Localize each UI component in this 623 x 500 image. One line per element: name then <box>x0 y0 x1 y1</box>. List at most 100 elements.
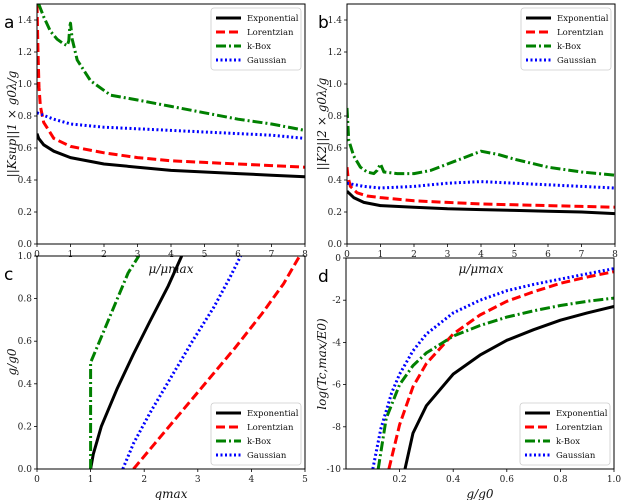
legend-box <box>210 402 302 466</box>
y-tick-label: -6 <box>332 381 341 391</box>
y-tick-label: 0.0 <box>328 240 343 250</box>
x-tick-label: 1.0 <box>607 475 622 485</box>
series-gaussian-line <box>121 256 243 469</box>
legend-label: Gaussian <box>557 56 597 66</box>
y-axis-label: ||K2||2 × g0λ/g <box>315 77 329 170</box>
legend-label: Lorentzian <box>247 28 294 38</box>
y-tick-label: 0.2 <box>18 208 32 218</box>
series-gaussian-line <box>347 180 615 190</box>
x-tick-label: 7 <box>269 250 275 260</box>
x-tick-label: 2 <box>411 250 417 260</box>
x-tick-label: 4 <box>249 475 255 485</box>
legend-label: k-Box <box>247 42 271 52</box>
series-lorentzian-line <box>387 270 614 469</box>
y-tick-label: 0.8 <box>328 112 343 122</box>
y-tick-label: 0.4 <box>18 380 33 390</box>
x-tick-label: 1 <box>68 250 74 260</box>
y-tick-label: 1.0 <box>18 252 33 262</box>
legend-label: Lorentzian <box>556 423 603 433</box>
series-lorentzian-line <box>347 167 615 209</box>
panel-b: 0 1 2 3 4 5 6 7 8 0.0 0.2 0.4 0.6 0.8 1.0 1.2 1.4 μ/μmax |… <box>315 3 618 276</box>
y-tick-label: 0.6 <box>328 144 343 154</box>
legend-label: Exponential <box>247 409 299 419</box>
x-tick-label: 4 <box>478 250 484 260</box>
panel-letter: a <box>4 13 14 33</box>
x-tick-label: 2 <box>141 475 147 485</box>
y-tick-label: 0.2 <box>328 208 342 218</box>
panel-letter: c <box>4 265 13 285</box>
y-tick-label: 0 <box>335 254 341 264</box>
legend-label: Exponential <box>557 14 609 24</box>
y-tick-label: -8 <box>332 423 341 433</box>
legend-box <box>520 7 612 71</box>
legend-label: Exponential <box>247 14 299 24</box>
plot-frame <box>345 257 615 470</box>
x-tick-label: 0.4 <box>446 475 461 485</box>
series-exponential-line <box>37 133 305 179</box>
y-tick-label: 0.4 <box>18 176 33 186</box>
legend-label: Gaussian <box>247 56 287 66</box>
y-tick-label: 0.6 <box>18 337 33 347</box>
x-tick-label: 8 <box>612 250 618 260</box>
panel-d: 0.2 0.4 0.6 0.8 1.0 -10 -8 -6 -4 -2 0 g/g0 log(Tc,ma… <box>315 254 621 500</box>
panel-letter: b <box>318 13 329 33</box>
x-axis-label: μ/μmax <box>149 262 194 276</box>
x-tick-label: 8 <box>302 250 308 260</box>
legend-label: k-Box <box>247 437 271 447</box>
legend-label: k-Box <box>556 437 580 447</box>
series-gaussian-line <box>37 111 305 140</box>
x-axis-label: g/g0 <box>466 487 493 500</box>
y-axis-label: log(Tc,max/E0) <box>315 318 329 410</box>
x-tick-label: 0 <box>344 250 350 260</box>
legend-box <box>210 7 302 71</box>
x-tick-label: 3 <box>195 475 201 485</box>
panel-a: 0 1 2 3 4 5 6 7 8 0.0 0.2 0.4 0.6 0.8 1.0 1.2 1.4 μ/μmax |… <box>4 3 308 276</box>
legend: Exponential Lorentzian k-Box Gaussian <box>210 7 302 71</box>
y-tick-label: 1.4 <box>328 16 343 26</box>
x-tick-label: 2 <box>101 250 107 260</box>
y-tick-label: 1.4 <box>18 16 33 26</box>
plot-frame <box>36 255 306 470</box>
series-exponential-line <box>347 190 615 216</box>
y-tick-label: 0.4 <box>328 176 343 186</box>
series-lorentzian-line <box>132 256 301 469</box>
x-tick-label: 1 <box>88 475 94 485</box>
x-axis-label: qmax <box>155 487 188 500</box>
x-tick-label: 0.8 <box>553 475 568 485</box>
legend: Exponential Lorentzian k-Box Gaussian <box>520 7 612 71</box>
x-axis-label: μ/μmax <box>459 262 504 276</box>
x-tick-label: 0 <box>34 250 40 260</box>
x-tick-label: 6 <box>545 250 551 260</box>
y-tick-label: 0.6 <box>18 144 33 154</box>
legend-label: Gaussian <box>247 451 287 461</box>
x-tick-label: 0.2 <box>392 475 406 485</box>
x-tick-label: 0.6 <box>500 475 515 485</box>
legend-label: Lorentzian <box>247 423 294 433</box>
series-lorentzian-line <box>37 4 305 169</box>
x-tick-label: 3 <box>445 250 451 260</box>
y-tick-label: 0.0 <box>18 465 33 475</box>
y-tick-label: 0.8 <box>18 295 33 305</box>
y-tick-label: 1.0 <box>18 80 33 90</box>
legend: Exponential Lorentzian k-Box Gaussian <box>519 402 611 466</box>
legend-label: Lorentzian <box>557 28 604 38</box>
y-tick-label: 1.2 <box>18 48 32 58</box>
y-tick-label: -10 <box>327 465 342 475</box>
y-tick-label: 0.8 <box>18 112 33 122</box>
x-tick-label: 0 <box>34 475 40 485</box>
series-kbox-line <box>37 4 305 132</box>
series-kbox-line <box>89 256 141 469</box>
panel-letter: d <box>318 267 329 287</box>
y-axis-label: ||Ksup||1 × g0λ/g <box>5 70 19 177</box>
series-gaussian-line <box>371 267 614 469</box>
x-tick-label: 5 <box>302 475 308 485</box>
x-tick-label: 7 <box>579 250 585 260</box>
y-tick-label: 0.0 <box>18 240 33 250</box>
legend-label: k-Box <box>557 42 581 52</box>
y-tick-label: -2 <box>332 296 341 306</box>
series-kbox-line <box>376 296 614 469</box>
y-tick-label: -4 <box>332 338 341 348</box>
y-axis-label: g/g0 <box>5 348 19 375</box>
x-tick-label: 1 <box>378 250 384 260</box>
